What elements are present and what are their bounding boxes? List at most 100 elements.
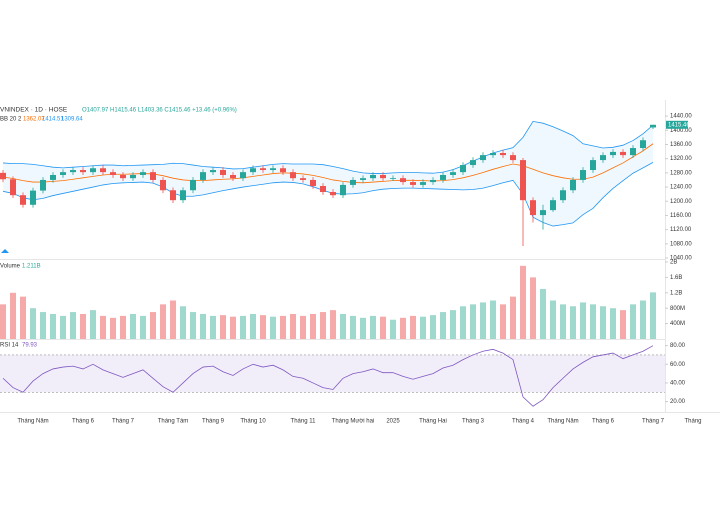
candle-body: [530, 200, 536, 216]
y-tick-label: 20.00: [670, 399, 686, 405]
x-tick-label: Tháng 10: [240, 419, 266, 425]
volume-bar: [250, 313, 256, 339]
candle-body: [180, 190, 186, 201]
volume-bar: [100, 315, 106, 339]
candle-body: [470, 160, 476, 166]
candle-body: [350, 179, 356, 185]
candle-body: [510, 155, 516, 161]
volume-bar: [630, 304, 636, 339]
volume-bar: [10, 292, 16, 339]
candle-body: [220, 170, 226, 175]
candle-body: [150, 172, 156, 180]
volume-bar: [320, 312, 326, 339]
y-tick-label: 1280.00: [670, 170, 692, 176]
volume-bar: [310, 313, 316, 339]
volume-bar: [470, 304, 476, 339]
y-tick-label: 1120.00: [670, 227, 692, 233]
candle-body: [540, 210, 546, 216]
candle-body: [590, 160, 596, 171]
volume-bar: [290, 313, 296, 339]
volume-bar: [140, 315, 146, 339]
x-tick-label: Tháng Tám: [158, 419, 189, 425]
volume-bar: [560, 304, 566, 339]
volume-bar: [90, 310, 96, 339]
volume-bar: [380, 316, 386, 339]
candle-body: [610, 151, 616, 156]
x-tick-label: Tháng 7: [642, 419, 665, 425]
volume-last-value: 1.211B: [22, 264, 41, 270]
y-tick-label: 1440.00: [670, 114, 692, 120]
candle-body: [130, 174, 136, 179]
volume-bar: [130, 313, 136, 339]
y-tick-label: 1360.00: [670, 142, 692, 148]
candle-body: [200, 172, 206, 180]
candle-body: [390, 178, 396, 179]
candle-body: [210, 170, 216, 173]
candle-body: [520, 160, 526, 201]
candle-body: [30, 190, 36, 205]
candle-body: [20, 195, 26, 205]
candle-body: [310, 179, 316, 186]
volume-bar: [270, 316, 276, 339]
volume-bar: [350, 315, 356, 339]
candle-body: [230, 174, 236, 179]
candle-body: [410, 182, 416, 185]
symbol-title: VNINDEX · 1D · HOSE: [0, 107, 68, 114]
candle-body: [560, 190, 566, 201]
volume-bar: [30, 308, 36, 339]
volume-bar: [640, 300, 646, 339]
y-tick-label: 1.2B: [670, 290, 682, 296]
y-tick-label: 80.00: [670, 343, 686, 349]
volume-bar: [440, 312, 446, 339]
y-tick-label: 800M: [670, 306, 685, 312]
candle-body: [460, 165, 466, 173]
logo-icon[interactable]: [1, 249, 9, 253]
candle-body: [140, 172, 146, 175]
candle-body: [490, 152, 496, 156]
candle-body: [430, 179, 436, 183]
x-tick-label: Tháng Mười hai: [332, 419, 375, 425]
candle-body: [450, 172, 456, 175]
volume-bar: [50, 313, 56, 339]
candle-body: [650, 124, 656, 128]
x-tick-label: Tháng 7: [112, 419, 135, 425]
candle-body: [340, 184, 346, 196]
candle-body: [580, 170, 586, 180]
volume-bar: [480, 302, 486, 339]
volume-bar: [510, 296, 516, 339]
rsi-band-fill: [0, 354, 665, 393]
volume-bar: [260, 315, 266, 339]
volume-bar: [420, 316, 426, 339]
y-tick-label: 60.00: [670, 362, 686, 368]
bb-lower-line: [2, 161, 654, 227]
volume-bar: [330, 310, 336, 339]
candle-body: [60, 172, 66, 175]
volume-bar: [0, 304, 6, 339]
candle-body: [360, 178, 366, 180]
x-tick-label: Tháng Năm: [17, 419, 48, 425]
volume-bar: [600, 306, 606, 339]
candle-body: [120, 174, 126, 179]
volume-bar: [490, 300, 496, 339]
volume-bar: [20, 296, 26, 339]
volume-bar: [610, 308, 616, 339]
volume-bar: [40, 312, 46, 339]
volume-bar: [370, 315, 376, 339]
candle-body: [270, 168, 276, 171]
y-tick-label: 400M: [670, 321, 685, 327]
volume-bar: [120, 315, 126, 339]
rsi-line: [2, 345, 654, 407]
x-tick-label: Tháng: [684, 419, 701, 425]
volume-bar: [360, 317, 366, 339]
y-tick-label: 1240.00: [670, 185, 692, 191]
volume-bar: [210, 315, 216, 339]
volume-bar: [180, 306, 186, 339]
ohlc-text: O1407.97 H1415.46 L1403.36 C1415.46 +13.…: [82, 108, 237, 114]
bb-upper-line: [2, 120, 654, 174]
candle-body: [400, 178, 406, 183]
volume-bar: [190, 312, 196, 339]
volume-bar: [70, 312, 76, 339]
candle-body: [420, 182, 426, 185]
candle-body: [640, 140, 646, 149]
